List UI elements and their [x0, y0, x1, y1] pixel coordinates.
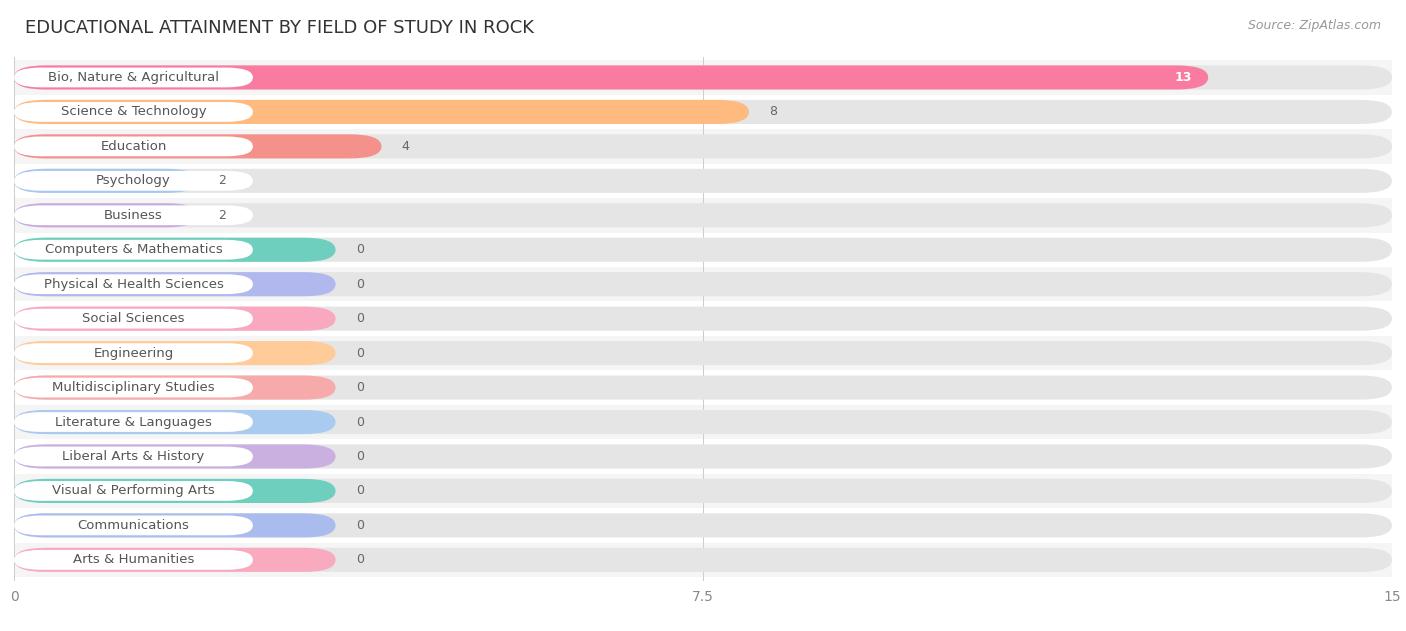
FancyBboxPatch shape [14, 514, 336, 538]
FancyBboxPatch shape [14, 168, 198, 193]
Text: 2: 2 [218, 209, 226, 221]
FancyBboxPatch shape [14, 68, 253, 87]
Text: Multidisciplinary Studies: Multidisciplinary Studies [52, 381, 215, 394]
Text: Literature & Languages: Literature & Languages [55, 416, 212, 428]
FancyBboxPatch shape [14, 272, 1392, 297]
Text: Bio, Nature & Agricultural: Bio, Nature & Agricultural [48, 71, 219, 84]
Text: 0: 0 [356, 553, 364, 567]
FancyBboxPatch shape [14, 410, 1392, 434]
Bar [14, 370, 1392, 405]
FancyBboxPatch shape [14, 307, 336, 331]
Text: Arts & Humanities: Arts & Humanities [73, 553, 194, 567]
FancyBboxPatch shape [14, 548, 1392, 572]
Bar [14, 129, 1392, 163]
FancyBboxPatch shape [14, 375, 1392, 399]
Text: Source: ZipAtlas.com: Source: ZipAtlas.com [1247, 19, 1381, 32]
FancyBboxPatch shape [14, 240, 253, 259]
FancyBboxPatch shape [14, 550, 253, 570]
FancyBboxPatch shape [14, 100, 749, 124]
FancyBboxPatch shape [14, 444, 1392, 469]
Text: Physical & Health Sciences: Physical & Health Sciences [44, 278, 224, 291]
FancyBboxPatch shape [14, 343, 253, 363]
Text: 0: 0 [356, 485, 364, 497]
Text: 2: 2 [218, 174, 226, 187]
FancyBboxPatch shape [14, 341, 1392, 365]
Bar [14, 232, 1392, 267]
Text: Business: Business [104, 209, 163, 221]
FancyBboxPatch shape [14, 134, 1392, 158]
FancyBboxPatch shape [14, 548, 336, 572]
FancyBboxPatch shape [14, 479, 336, 503]
Bar [14, 508, 1392, 543]
FancyBboxPatch shape [14, 136, 253, 156]
FancyBboxPatch shape [14, 375, 336, 399]
Text: 0: 0 [356, 312, 364, 325]
Bar [14, 60, 1392, 95]
Bar [14, 198, 1392, 232]
FancyBboxPatch shape [14, 168, 1392, 193]
Text: 8: 8 [769, 105, 778, 119]
Text: EDUCATIONAL ATTAINMENT BY FIELD OF STUDY IN ROCK: EDUCATIONAL ATTAINMENT BY FIELD OF STUDY… [25, 19, 534, 37]
FancyBboxPatch shape [14, 481, 253, 501]
Bar [14, 302, 1392, 336]
Text: Computers & Mathematics: Computers & Mathematics [45, 243, 222, 256]
Text: Communications: Communications [77, 519, 190, 532]
Text: Liberal Arts & History: Liberal Arts & History [62, 450, 205, 463]
Text: 13: 13 [1174, 71, 1192, 84]
Text: Education: Education [100, 140, 167, 153]
FancyBboxPatch shape [14, 238, 1392, 262]
Text: 0: 0 [356, 519, 364, 532]
FancyBboxPatch shape [14, 272, 336, 297]
Text: Visual & Performing Arts: Visual & Performing Arts [52, 485, 215, 497]
Text: 0: 0 [356, 278, 364, 291]
Text: 4: 4 [402, 140, 409, 153]
Bar [14, 95, 1392, 129]
FancyBboxPatch shape [14, 171, 253, 191]
Text: 0: 0 [356, 381, 364, 394]
Bar [14, 405, 1392, 439]
Text: Engineering: Engineering [93, 346, 173, 360]
FancyBboxPatch shape [14, 341, 336, 365]
Bar [14, 439, 1392, 474]
FancyBboxPatch shape [14, 309, 253, 329]
FancyBboxPatch shape [14, 479, 1392, 503]
FancyBboxPatch shape [14, 516, 253, 535]
FancyBboxPatch shape [14, 238, 336, 262]
FancyBboxPatch shape [14, 134, 381, 158]
FancyBboxPatch shape [14, 274, 253, 294]
Text: 0: 0 [356, 243, 364, 256]
Bar [14, 543, 1392, 577]
FancyBboxPatch shape [14, 447, 253, 466]
Bar [14, 267, 1392, 302]
FancyBboxPatch shape [14, 100, 1392, 124]
FancyBboxPatch shape [14, 203, 1392, 227]
FancyBboxPatch shape [14, 444, 336, 469]
FancyBboxPatch shape [14, 66, 1392, 90]
Bar [14, 474, 1392, 508]
FancyBboxPatch shape [14, 378, 253, 398]
FancyBboxPatch shape [14, 307, 1392, 331]
FancyBboxPatch shape [14, 206, 253, 225]
Text: Psychology: Psychology [96, 174, 172, 187]
Text: 0: 0 [356, 450, 364, 463]
Bar [14, 336, 1392, 370]
Text: 0: 0 [356, 346, 364, 360]
FancyBboxPatch shape [14, 203, 198, 227]
Text: Science & Technology: Science & Technology [60, 105, 207, 119]
Text: Social Sciences: Social Sciences [82, 312, 184, 325]
FancyBboxPatch shape [14, 102, 253, 122]
Bar [14, 163, 1392, 198]
FancyBboxPatch shape [14, 412, 253, 432]
FancyBboxPatch shape [14, 66, 1208, 90]
FancyBboxPatch shape [14, 514, 1392, 538]
FancyBboxPatch shape [14, 410, 336, 434]
Text: 0: 0 [356, 416, 364, 428]
